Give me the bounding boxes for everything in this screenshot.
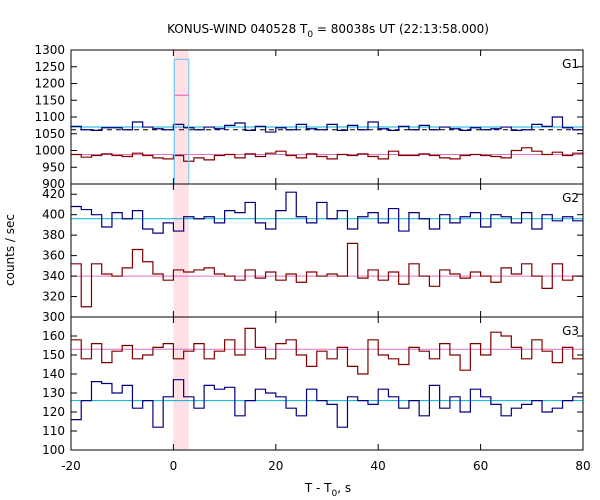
step-curve-g3-1 <box>71 379 583 428</box>
y-tick-label-g3: 130 <box>42 386 65 400</box>
y-tick-label-g3: 150 <box>42 348 65 362</box>
y-tick-label-g1: 1300 <box>34 43 65 57</box>
panel-label-g2: G2 <box>562 191 579 205</box>
panel-g3: 100 110 120 130 140 150 160 G3 <box>42 316 584 457</box>
step-curve-g2-0 <box>71 191 583 234</box>
y-tick-label-g2: 380 <box>42 228 65 242</box>
x-tick-label: 20 <box>268 459 283 473</box>
y-tick-label-g3: 100 <box>42 443 65 457</box>
step-curve-g2-1 <box>71 242 583 308</box>
y-tick-label-g1: 1150 <box>34 93 65 107</box>
y-axis-label: counts / sec <box>3 214 17 286</box>
burst-bin-outer <box>173 58 190 184</box>
x-axis-label: T - T0, s <box>304 481 351 499</box>
panel-label-g1: G1 <box>562 57 579 71</box>
step-curve-g3-0 <box>71 327 583 375</box>
x-tick-label: 40 <box>371 459 386 473</box>
plot-layer: 9009501000105011001150120012501300G13003… <box>34 43 590 473</box>
y-tick-label-g2: 340 <box>42 269 65 283</box>
y-tick-label-g3: 110 <box>42 424 65 438</box>
step-curve-g1-0 <box>71 116 583 133</box>
y-tick-label-g1: 1000 <box>34 144 65 158</box>
panel-g2: 300 320 340 360 380 400 420 G2 <box>42 183 584 324</box>
y-tick-label-g2: 420 <box>42 187 65 201</box>
burst-interval-band <box>173 50 189 450</box>
step-curve-g1-1 <box>71 147 583 162</box>
y-tick-label-g1: 1250 <box>34 60 65 74</box>
y-tick-label-g3: 160 <box>42 329 65 343</box>
y-tick-label-g3: 140 <box>42 367 65 381</box>
y-tick-label-g1: 1200 <box>34 77 65 91</box>
y-tick-label-g1: 1100 <box>34 110 65 124</box>
panel-g1: 900 950 1000 1050 1100 1150 1200 1250 1300 G1 <box>34 43 584 191</box>
y-tick-label-g3: 120 <box>42 405 65 419</box>
x-tick-label: 60 <box>473 459 488 473</box>
panel-frame-g1 <box>70 49 584 185</box>
y-tick-label-g2: 300 <box>42 310 65 324</box>
y-tick-label-g2: 320 <box>42 290 65 304</box>
x-tick-label: 0 <box>170 459 178 473</box>
y-tick-label-g1: 950 <box>42 160 65 174</box>
y-tick-label-g2: 400 <box>42 208 65 222</box>
panel-frame-g3 <box>70 316 584 451</box>
chart-title: KONUS-WIND 040528 T0 = 80038s UT (22:13:… <box>167 22 489 40</box>
y-tick-label-g1: 900 <box>42 177 65 191</box>
x-tick-label: 80 <box>575 459 590 473</box>
panel-label-g3: G3 <box>562 324 579 338</box>
x-tick-label: -20 <box>61 459 81 473</box>
y-tick-label-g1: 1050 <box>34 127 65 141</box>
y-tick-label-g2: 360 <box>42 249 65 263</box>
